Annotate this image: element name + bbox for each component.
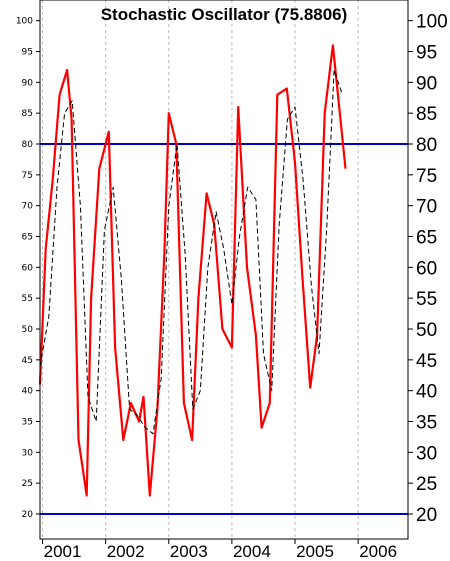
series-line-dashed bbox=[39, 69, 343, 435]
x-tick-label: 2003 bbox=[170, 542, 208, 561]
left-tick-label: 55 bbox=[22, 294, 33, 304]
right-tick-label: 40 bbox=[416, 382, 437, 403]
right-tick-label: 50 bbox=[416, 320, 437, 341]
left-tick-label: 30 bbox=[22, 448, 34, 458]
x-tick-label: 2004 bbox=[233, 542, 271, 561]
right-tick-label: 95 bbox=[416, 43, 437, 64]
left-tick-label: 35 bbox=[22, 418, 33, 428]
x-axis: 2001 2002 2003 2004 2005 2006 bbox=[42, 539, 397, 561]
x-tick-label: 2006 bbox=[359, 542, 397, 561]
right-tick-label: 30 bbox=[416, 443, 437, 464]
right-tick-label: 70 bbox=[416, 197, 437, 218]
left-tick-label: 80 bbox=[22, 140, 34, 150]
left-tick-label: 100 bbox=[16, 17, 33, 27]
right-tick-label: 80 bbox=[416, 135, 437, 156]
x-tick-label: 2001 bbox=[44, 542, 82, 561]
left-tick-label: 50 bbox=[22, 325, 34, 335]
right-tick-label: 90 bbox=[416, 73, 437, 94]
left-tick-label: 60 bbox=[22, 263, 34, 273]
left-tick-label: 40 bbox=[22, 387, 34, 397]
right-tick-label: 65 bbox=[416, 228, 437, 249]
right-tick-label: 55 bbox=[416, 289, 437, 310]
right-tick-label: 85 bbox=[416, 104, 437, 125]
right-tick-label: 60 bbox=[416, 258, 437, 279]
left-tick-label: 70 bbox=[22, 202, 34, 212]
right-tick-label: 20 bbox=[416, 505, 437, 526]
right-tick-label: 35 bbox=[416, 413, 437, 434]
reference-lines bbox=[40, 143, 408, 515]
series-line-solid bbox=[38, 44, 347, 497]
chart-title: Stochastic Oscillator (75.8806) bbox=[101, 5, 348, 24]
left-tick-label: 95 bbox=[22, 48, 33, 58]
series-layer bbox=[38, 44, 347, 497]
plot-frame bbox=[39, 0, 409, 540]
right-tick-label: 45 bbox=[416, 351, 437, 372]
left-axis: 20 25 30 35 40 45 50 55 60 65 70 75 80 85 90 95 100 bbox=[16, 17, 40, 520]
right-axis: 20 25 30 35 40 45 50 55 60 65 70 75 80 85 90 95 100 bbox=[408, 12, 448, 526]
left-tick-label: 90 bbox=[22, 78, 34, 88]
left-tick-label: 20 bbox=[22, 510, 34, 520]
right-tick-label: 100 bbox=[416, 12, 448, 33]
right-tick-label: 25 bbox=[416, 474, 437, 495]
x-tick-label: 2005 bbox=[296, 542, 334, 561]
left-tick-label: 25 bbox=[22, 479, 33, 489]
x-tick-label: 2002 bbox=[107, 542, 145, 561]
left-tick-label: 45 bbox=[22, 356, 33, 366]
right-tick-label: 75 bbox=[416, 166, 437, 187]
left-tick-label: 85 bbox=[22, 109, 33, 119]
left-tick-label: 65 bbox=[22, 233, 33, 243]
left-tick-label: 75 bbox=[22, 171, 33, 181]
